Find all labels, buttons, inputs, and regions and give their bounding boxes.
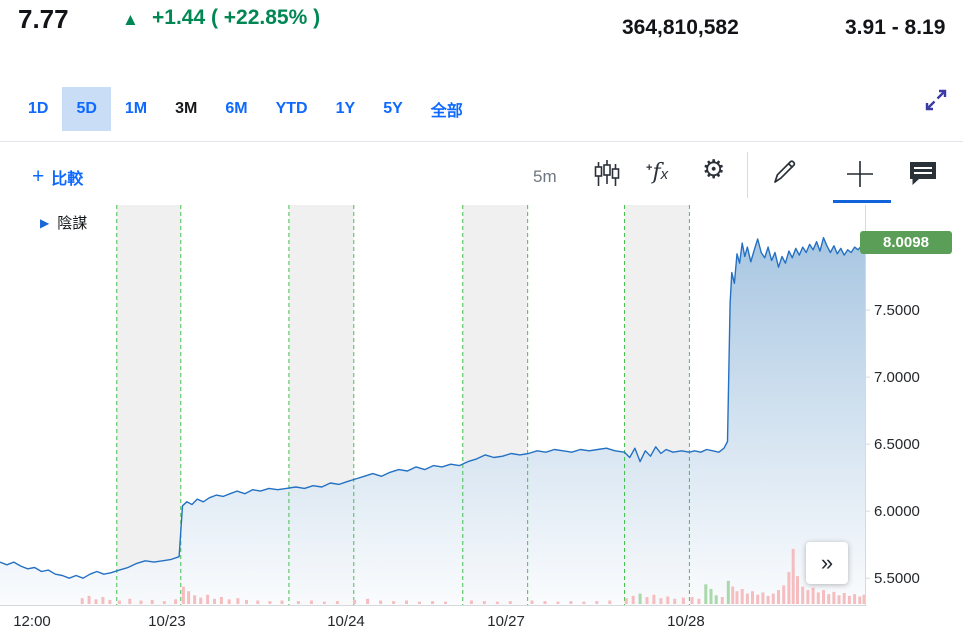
volume-value: 364,810,582 [622, 16, 739, 39]
tab-5d[interactable]: 5D [62, 87, 111, 131]
svg-text:6.0000: 6.0000 [874, 503, 920, 520]
svg-text:7.5000: 7.5000 [874, 302, 920, 319]
tab-1m[interactable]: 1M [124, 100, 148, 117]
range-tabs: 1D 5D 1M 3M 6M YTD 1Y 5Y 全部 [14, 84, 477, 134]
tab-all[interactable]: 全部 [430, 103, 463, 120]
crosshair-button[interactable] [846, 160, 874, 191]
candlestick-icon [594, 160, 620, 186]
svg-text:5.5000: 5.5000 [874, 570, 920, 587]
series-toggle-icon: ▶ [40, 215, 50, 230]
svg-text:10/28: 10/28 [667, 613, 705, 630]
last-price-tag: 8.0098 [860, 231, 952, 254]
scroll-forward-button[interactable]: » [806, 542, 848, 584]
tab-1y[interactable]: 1Y [335, 100, 356, 117]
fx-x: x [660, 166, 669, 183]
day-range-value: 3.91 - 8.19 [845, 16, 946, 39]
interval-selector[interactable]: 5m [527, 166, 563, 188]
tab-6m[interactable]: 6M [225, 100, 248, 117]
crosshair-icon [847, 161, 873, 187]
svg-text:6.5000: 6.5000 [874, 436, 920, 453]
svg-text:10/23: 10/23 [148, 613, 186, 630]
fx-plus: + [646, 162, 653, 174]
gear-icon: ⚙ [702, 154, 726, 184]
comments-button[interactable] [908, 160, 938, 190]
price-chart-svg[interactable]: 7.5000 7.0000 6.5000 6.0000 5.5000 12:00 10/23… [0, 205, 963, 639]
settings-button[interactable]: ⚙ [702, 156, 725, 182]
pencil-icon [774, 160, 796, 183]
compare-label: 比較 [51, 171, 84, 188]
price-change: +1.44 ( +22.85% ) [152, 6, 321, 29]
active-tool-indicator [833, 200, 891, 203]
chart-type-button[interactable] [594, 160, 620, 191]
series-name: 陰謀 [57, 215, 88, 232]
expand-icon [925, 89, 947, 111]
legend-item-series[interactable]: ▶ 陰謀 [40, 212, 87, 233]
draw-button[interactable] [772, 158, 799, 188]
comment-icon [910, 162, 936, 185]
tab-5y[interactable]: 5Y [383, 100, 403, 117]
tab-1d[interactable]: 1D [28, 100, 49, 117]
price-up-arrow-icon: ▲ [122, 10, 139, 29]
indicators-button[interactable]: +fx [646, 160, 668, 185]
header-divider [0, 141, 963, 142]
fx-icon: f [652, 160, 661, 185]
tab-3m[interactable]: 3M [175, 100, 198, 117]
svg-text:10/27: 10/27 [487, 613, 525, 630]
toolbar-divider [747, 152, 748, 198]
svg-text:10/24: 10/24 [327, 613, 365, 630]
plus-icon: + [32, 165, 45, 188]
last-traded-price: 7.77 [18, 4, 69, 34]
tab-ytd[interactable]: YTD [275, 100, 308, 117]
svg-text:7.0000: 7.0000 [874, 369, 920, 386]
svg-text:12:00: 12:00 [13, 613, 51, 630]
compare-button[interactable]: + 比較 [26, 164, 89, 190]
fullscreen-button[interactable] [921, 86, 951, 116]
